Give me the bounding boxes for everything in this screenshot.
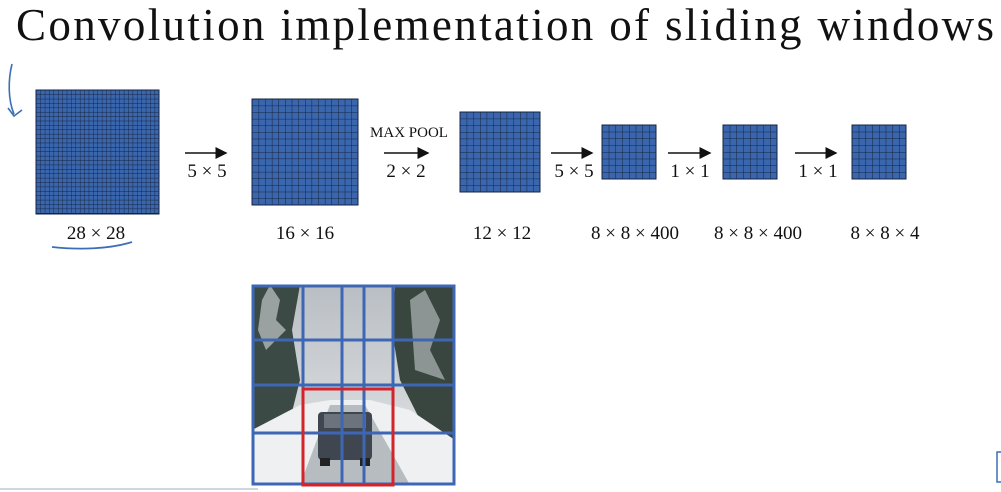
layer-label: 16 × 16 xyxy=(276,223,334,244)
operation-label: 1 × 1 xyxy=(798,161,837,182)
layer-block xyxy=(251,98,359,206)
layer-label: 8 × 8 × 400 xyxy=(591,223,679,244)
slide-title: Convolution implementation of sliding wi… xyxy=(16,0,994,50)
edge-mark xyxy=(996,451,1001,483)
layer-label: 8 × 8 × 4 xyxy=(851,223,920,244)
layer-label: 28 × 28 xyxy=(67,223,125,244)
layer-block xyxy=(851,124,907,180)
operation-label: 2 × 2 xyxy=(386,161,425,182)
layer-block xyxy=(722,124,778,180)
layer-block xyxy=(35,89,160,215)
operation-label: 5 × 5 xyxy=(554,161,593,182)
operation-label: 1 × 1 xyxy=(670,161,709,182)
operation-caption: MAX POOL xyxy=(370,125,448,141)
pen-annotation xyxy=(7,63,23,118)
layer-block xyxy=(459,111,541,193)
layer-label: 12 × 12 xyxy=(473,223,531,244)
operation-label: 5 × 5 xyxy=(187,161,226,182)
layer-label: 8 × 8 × 400 xyxy=(714,223,802,244)
detection-window xyxy=(301,387,395,487)
layer-block xyxy=(601,124,657,180)
pen-annotation xyxy=(51,241,133,250)
